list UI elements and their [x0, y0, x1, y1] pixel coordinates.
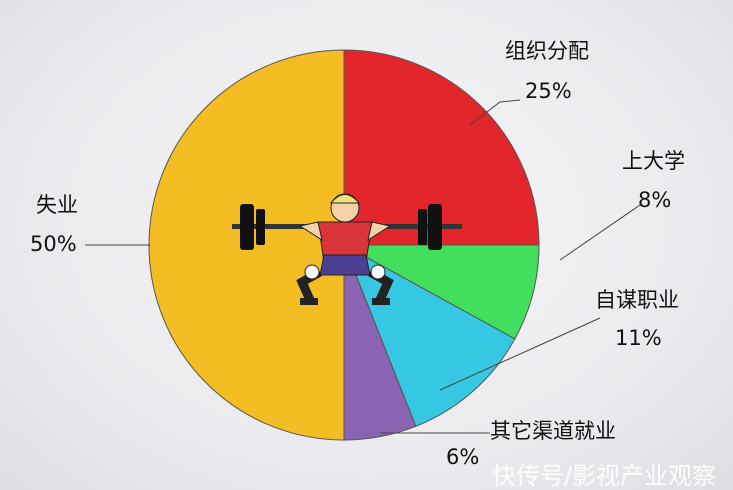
watermark: 快传号/影视产业观察 — [492, 462, 716, 490]
label-qita: 其它渠道就业 — [490, 419, 616, 443]
value-shiye: 50% — [30, 232, 77, 256]
label-zimou: 自谋职业 — [595, 288, 679, 312]
value-zimou: 11% — [615, 326, 662, 350]
value-qita: 6% — [446, 445, 479, 469]
value-zuzhi: 25% — [525, 79, 572, 103]
leader-line-shangdaxue — [559, 204, 641, 261]
label-shangdaxue: 上大学 — [622, 149, 685, 173]
leader-line-zimou — [439, 317, 601, 391]
pie-slice-1 — [343, 244, 540, 340]
label-shiye: 失业 — [36, 193, 78, 217]
leader-line-zuzhi — [469, 99, 521, 126]
label-zuzhi: 组织分配 — [505, 39, 589, 63]
value-shangdaxue: 8% — [638, 188, 671, 212]
pie-slice-0 — [343, 49, 540, 246]
weightlifter-icon — [232, 193, 462, 305]
